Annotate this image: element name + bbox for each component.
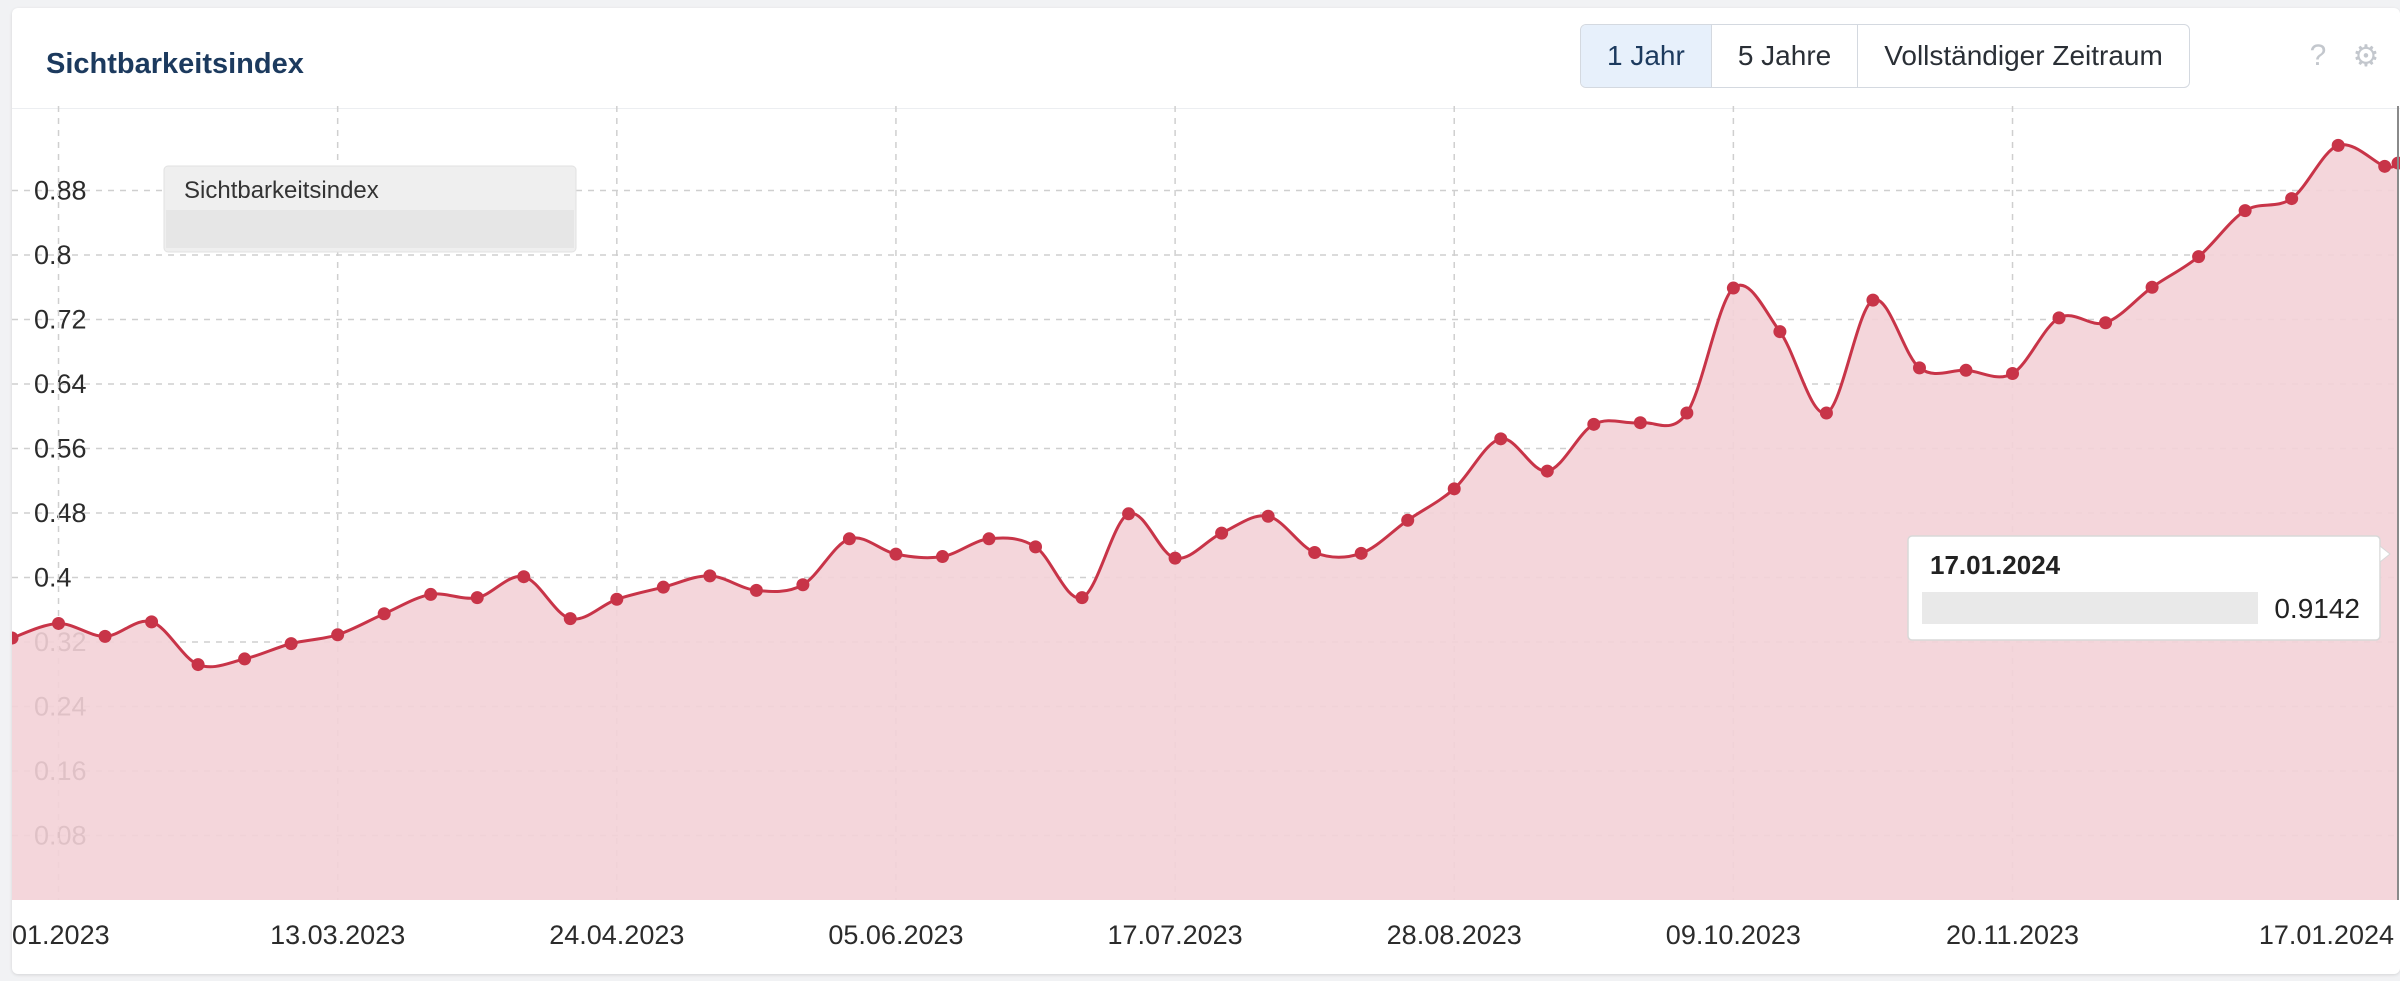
data-point [424,587,438,601]
data-point [517,570,531,584]
data-point [52,616,66,630]
data-point [377,607,391,621]
data-point [2006,367,2020,381]
x-tick-label: 05.06.2023 [828,920,963,950]
data-point [889,547,903,561]
data-point [145,615,159,629]
data-point [2052,311,2066,325]
data-point [1866,293,1880,307]
y-tick-label: 0.64 [34,369,87,399]
data-point [191,658,205,672]
data-point [1029,540,1043,554]
y-tick-label: 0.56 [34,434,87,464]
data-point [470,591,484,605]
x-tick-label: 13.03.2023 [270,920,405,950]
data-point [1261,509,1275,523]
data-point [1075,591,1089,605]
y-tick-label: 0.88 [34,176,87,206]
y-tick-label: 0.48 [34,498,87,528]
x-tick-label: 17.01.2024 [2259,920,2394,950]
gear-icon[interactable]: ⚙ [2352,39,2380,73]
range-1-year-button[interactable]: 1 Jahr [1581,25,1712,87]
data-point [842,532,856,546]
tooltip-pointer [2379,544,2391,564]
data-point [1122,507,1136,521]
y-tick-label: 0.8 [34,240,72,270]
legend-swatch [166,210,574,248]
data-point [796,578,810,592]
y-tick-label: 0.4 [34,563,72,593]
range-full-period-button[interactable]: Vollständiger Zeitraum [1884,40,2163,71]
tooltip-bar [1922,592,2258,624]
data-point [610,592,624,606]
series-area [12,144,2398,900]
data-point [2192,250,2206,264]
data-point [1215,526,1229,540]
data-point [1354,546,1368,560]
question-mark-icon[interactable]: ? [2309,39,2327,72]
data-point [1819,406,1833,420]
visibility-index-card: Sichtbarkeitsindex 1 Jahr 5 Jahre Vollst… [12,8,2400,974]
data-point [2099,316,2113,330]
data-point [563,612,577,626]
x-tick-label: 24.04.2023 [549,920,684,950]
data-point [12,631,19,645]
x-tick-label: 09.10.2023 [1666,920,1801,950]
x-tick-label: 17.07.2023 [1108,920,1243,950]
card-title: Sichtbarkeitsindex [46,48,304,80]
y-tick-label: 0.72 [34,305,87,335]
data-point [1680,406,1694,420]
data-point [1308,546,1322,560]
data-point [1726,281,1740,295]
card-header: Sichtbarkeitsindex 1 Jahr 5 Jahre Vollst… [12,8,2400,109]
x-tick-label: 20.11.2023 [1946,920,2079,950]
data-point [2285,192,2299,206]
data-point [98,629,112,643]
data-point [2378,159,2392,173]
data-point [2145,280,2159,294]
range-5-years-button[interactable]: 5 Jahre [1712,25,1859,87]
data-point [935,550,949,564]
data-point [1168,551,1182,565]
data-point [1633,416,1647,430]
data-point [703,569,717,583]
data-point [238,652,252,666]
data-point [1401,513,1415,527]
tooltip-value: 0.9142 [2274,593,2360,624]
x-tick-label: 01.2023 [12,920,110,950]
data-point [1959,363,1973,377]
data-point [982,532,996,546]
data-point [2331,138,2345,152]
time-range-selector: 1 Jahr 5 Jahre Vollständiger Zeitraum [1580,24,2190,88]
data-point [331,628,345,642]
data-point [656,580,670,594]
data-point [1912,361,1926,375]
tooltip-date: 17.01.2024 [1930,550,2061,580]
data-point [1773,325,1787,339]
legend-label: Sichtbarkeitsindex [184,177,379,204]
data-point [1540,464,1554,478]
data-point [1494,432,1508,446]
data-point [1587,417,1601,431]
x-tick-label: 28.08.2023 [1387,920,1522,950]
data-point [1447,482,1461,496]
data-point [749,583,763,597]
data-point [284,637,298,651]
data-point [2238,204,2252,218]
visibility-chart: 0.080.160.240.320.40.480.560.640.720.80.… [12,106,2400,950]
